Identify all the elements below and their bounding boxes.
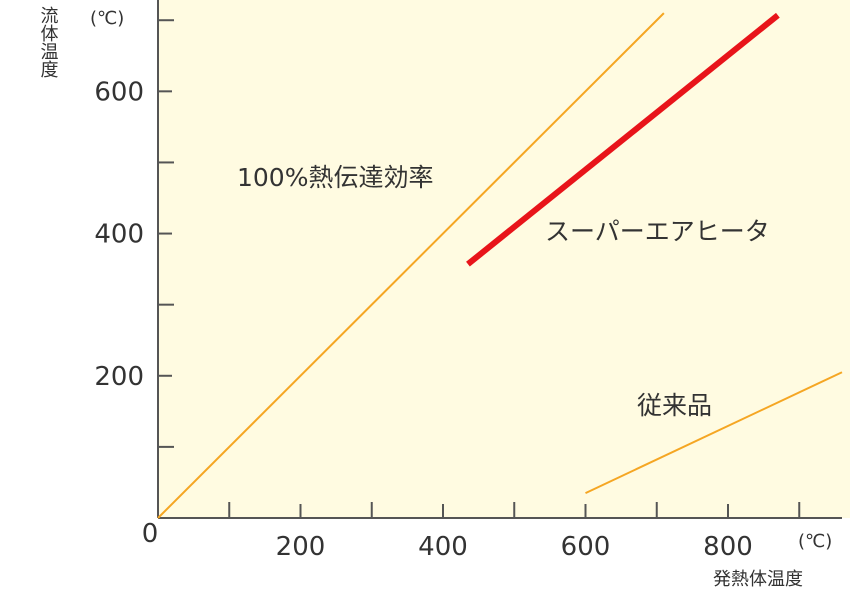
x-tick-label: 800 <box>703 532 753 562</box>
series-label-conventional: 従来品 <box>637 391 712 420</box>
x-tick-label: 400 <box>418 532 468 562</box>
x-tick-label: 0 <box>142 519 159 549</box>
tick-labels: 0 200 400 600 800 200 400 600 <box>94 77 752 562</box>
y-tick-label: 600 <box>94 77 144 107</box>
x-axis-title: 発熱体温度 <box>713 569 803 590</box>
y-tick-label: 400 <box>94 220 144 250</box>
axis-ticks <box>158 19 801 518</box>
series-lines <box>157 12 843 519</box>
series-line-1 <box>466 12 780 267</box>
plot-area <box>158 0 850 518</box>
x-tick-label: 200 <box>276 532 326 562</box>
series-label-super-air-heater: スーパーエアヒータ <box>545 217 770 246</box>
series-line-0 <box>157 12 665 519</box>
y-axis-title: 流体温度 <box>38 6 59 78</box>
series-line-2 <box>585 371 843 495</box>
x-tick-label: 600 <box>561 532 611 562</box>
y-tick-label: 200 <box>94 362 144 392</box>
y-unit-label: (℃) <box>90 8 124 29</box>
series-label-100-percent: 100%熱伝達効率 <box>237 163 433 192</box>
x-unit-label: (℃) <box>798 531 832 552</box>
